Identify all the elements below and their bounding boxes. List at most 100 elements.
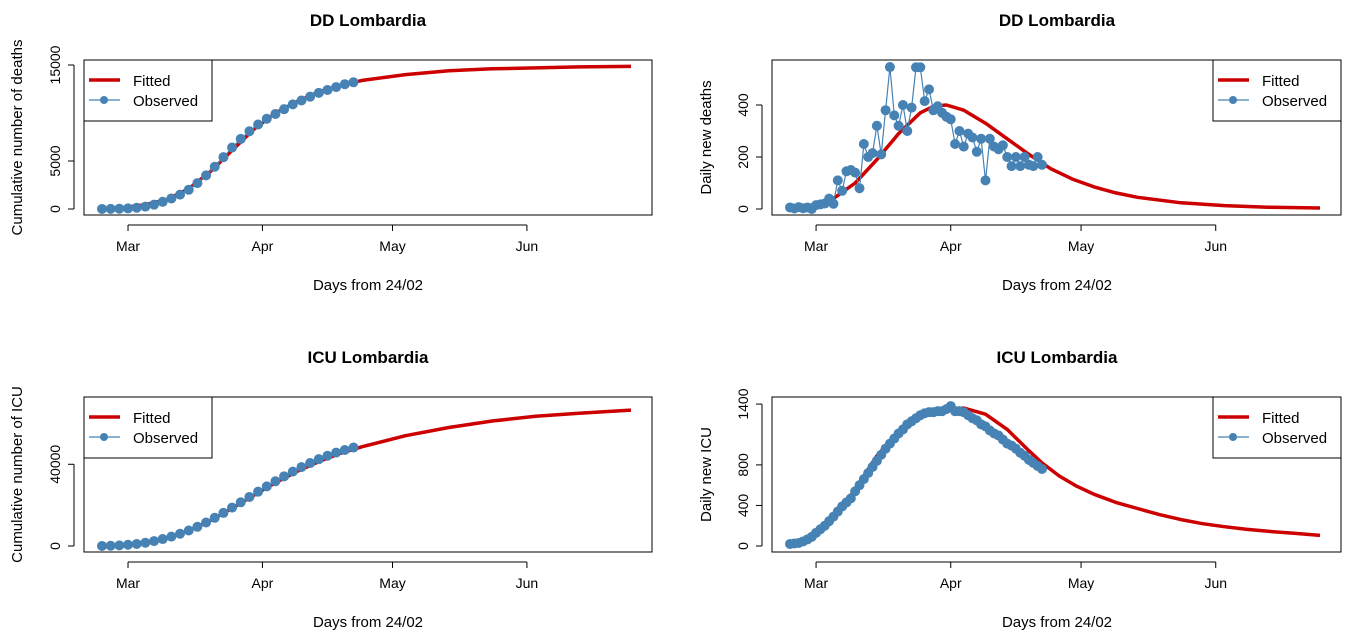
observed-point bbox=[828, 198, 839, 209]
observed-point bbox=[114, 540, 125, 551]
observed-point bbox=[253, 486, 264, 497]
observed-point bbox=[149, 199, 160, 210]
x-tick-label: Apr bbox=[940, 575, 962, 591]
x-tick-label: Mar bbox=[116, 238, 140, 254]
legend-box bbox=[83, 396, 213, 459]
observed-point bbox=[867, 148, 878, 159]
observed-point bbox=[976, 133, 987, 144]
legend-swatch-observed-point bbox=[100, 433, 108, 441]
legend-label-observed: Observed bbox=[1262, 430, 1327, 447]
observed-point bbox=[832, 175, 843, 186]
observed-point bbox=[209, 161, 220, 172]
y-tick-label: 400 bbox=[735, 494, 751, 518]
observed-point bbox=[950, 139, 961, 149]
observed-point bbox=[331, 82, 342, 93]
chart-title: ICU Lombardia bbox=[308, 348, 429, 367]
observed-point bbox=[884, 62, 895, 73]
x-tick-label: May bbox=[379, 238, 405, 254]
observed-point bbox=[209, 512, 220, 523]
x-tick-label: Apr bbox=[252, 238, 274, 254]
y-tick-label: 1400 bbox=[735, 388, 751, 419]
observed-point bbox=[201, 517, 212, 528]
observed-point bbox=[1006, 161, 1017, 172]
legend-label-observed: Observed bbox=[133, 93, 198, 110]
observed-point bbox=[218, 507, 229, 518]
plot-frame bbox=[771, 396, 1342, 553]
observed-point bbox=[322, 450, 333, 461]
observed-point bbox=[140, 201, 151, 212]
observed-point bbox=[175, 189, 186, 200]
observed-point bbox=[192, 521, 203, 532]
observed-point bbox=[897, 100, 908, 110]
legend-label-fitted: Fitted bbox=[133, 73, 171, 90]
legend: Fitted Observed bbox=[1212, 59, 1342, 122]
x-tick-label: May bbox=[1068, 575, 1094, 591]
observed-point bbox=[175, 528, 186, 539]
y-axis-label: Daily new ICU bbox=[698, 427, 715, 522]
x-tick-label: Mar bbox=[804, 575, 828, 591]
x-tick-label: Jun bbox=[516, 238, 539, 254]
observed-point bbox=[131, 202, 142, 213]
observed-point bbox=[1032, 152, 1043, 162]
observed-point bbox=[235, 133, 246, 144]
observed-point bbox=[893, 120, 904, 131]
observed-point bbox=[261, 113, 272, 124]
observed-point bbox=[924, 84, 935, 95]
observed-point bbox=[1015, 161, 1026, 172]
x-tick-label: Apr bbox=[940, 238, 962, 254]
legend-label-observed: Observed bbox=[133, 430, 198, 447]
legend-swatch-observed-point bbox=[1229, 433, 1237, 441]
legend-box bbox=[1212, 396, 1342, 459]
observed-point bbox=[279, 471, 290, 482]
observed-point bbox=[906, 102, 917, 113]
observed-point bbox=[876, 149, 887, 160]
y-tick-label: 40000 bbox=[47, 445, 63, 484]
observed-point bbox=[105, 540, 116, 551]
chart-title: DD Lombardia bbox=[999, 11, 1116, 30]
x-tick-label: Jun bbox=[516, 575, 539, 591]
observed-point bbox=[871, 120, 882, 131]
plot-area bbox=[97, 64, 632, 214]
observed-point bbox=[348, 442, 359, 453]
y-axis-label: Cumulative number of ICU bbox=[9, 386, 26, 563]
plot-frame bbox=[83, 396, 653, 553]
observed-point bbox=[980, 175, 991, 186]
observed-point bbox=[1010, 152, 1021, 162]
legend: Fitted Observed bbox=[83, 396, 213, 459]
x-axis-label: Days from 24/02 bbox=[313, 277, 423, 294]
observed-point bbox=[227, 142, 238, 153]
observed-point bbox=[997, 140, 1008, 151]
observed-point bbox=[140, 537, 151, 548]
x-axis-label: Days from 24/02 bbox=[1002, 614, 1112, 631]
legend-swatch-observed-point bbox=[100, 96, 108, 104]
observed-point bbox=[279, 104, 290, 115]
observed-point bbox=[287, 466, 298, 477]
y-tick-label: 0 bbox=[735, 205, 751, 213]
y-tick-label: 400 bbox=[735, 93, 751, 117]
observed-point bbox=[919, 96, 930, 107]
observed-point bbox=[954, 126, 965, 136]
observed-point bbox=[880, 105, 891, 116]
chart-title: DD Lombardia bbox=[310, 11, 427, 30]
x-tick-label: May bbox=[379, 575, 405, 591]
legend-swatch-observed-point bbox=[1229, 96, 1237, 104]
observed-point bbox=[149, 536, 160, 547]
x-axis-label: Days from 24/02 bbox=[1002, 277, 1112, 294]
observed-point bbox=[837, 185, 848, 196]
observed-point bbox=[270, 476, 281, 487]
observed-point bbox=[984, 133, 995, 144]
observed-point bbox=[967, 132, 978, 143]
observed-point bbox=[1036, 159, 1047, 170]
x-tick-label: May bbox=[1068, 238, 1094, 254]
observed-point bbox=[1002, 152, 1013, 162]
observed-point bbox=[183, 525, 194, 536]
observed-point bbox=[235, 497, 246, 508]
observed-point bbox=[261, 481, 272, 492]
observed-point bbox=[854, 183, 865, 194]
observed-point bbox=[253, 119, 264, 130]
observed-point bbox=[322, 84, 333, 95]
legend-box bbox=[1212, 59, 1342, 122]
y-tick-label: 15000 bbox=[47, 45, 63, 84]
observed-point bbox=[218, 152, 229, 163]
observed-point bbox=[305, 91, 316, 102]
